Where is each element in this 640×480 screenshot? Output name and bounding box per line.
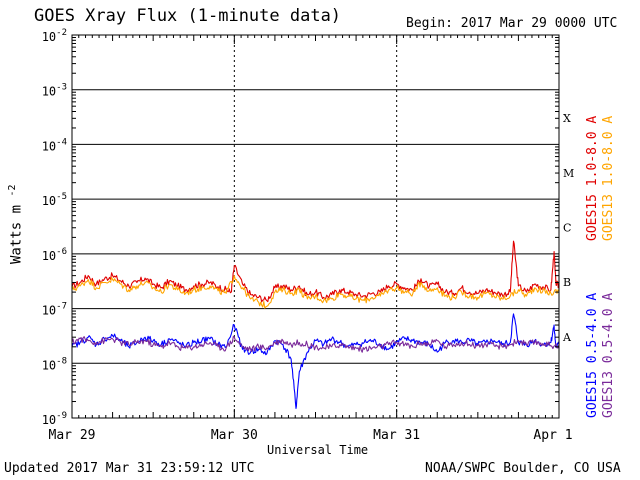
y-tick-base: 10 [42, 30, 56, 44]
y-tick-exponent: -7 [56, 302, 67, 312]
credit-text: NOAA/SWPC Boulder, CO USA [425, 461, 621, 476]
y-tick-label: 10-2 [42, 28, 67, 44]
flare-class-label: B [563, 276, 571, 289]
series-lines [71, 240, 560, 409]
y-tick-exponent: -5 [56, 192, 67, 202]
y-tick-exponent: -8 [56, 356, 67, 366]
series-line [71, 335, 560, 353]
y-tick-label: 10-3 [42, 83, 67, 99]
legend-item: GOES15 0.5-4.0 A [585, 292, 600, 418]
chart-title: GOES Xray Flux (1-minute data) [34, 6, 342, 26]
y-tick-base: 10 [42, 413, 56, 427]
flare-class-label: X [563, 112, 571, 125]
y-tick-label: 10-7 [42, 302, 67, 318]
x-tick-label: Mar 30 [211, 428, 258, 443]
series-line [71, 313, 560, 409]
updated-time: Updated 2017 Mar 31 23:59:12 UTC [4, 461, 255, 476]
begin-time: Begin: 2017 Mar 29 0000 UTC [406, 16, 618, 31]
y-tick-exponent: -3 [56, 83, 67, 93]
legend-item: GOES13 1.0-8.0 A [601, 115, 616, 241]
x-tick-label: Mar 29 [49, 428, 96, 443]
legend-item: GOES15 1.0-8.0 A [585, 115, 600, 241]
x-tick-label: Mar 31 [373, 428, 420, 443]
flare-class-label: C [563, 222, 571, 235]
y-axis-label-exponent: -2 [7, 184, 18, 197]
flare-class-label: A [562, 331, 572, 344]
y-axis-label: Watts m -2 [7, 184, 25, 265]
y-tick-base: 10 [42, 85, 56, 99]
x-axis-label: Universal Time [267, 443, 369, 457]
y-tick-label: 10-5 [42, 192, 67, 208]
flare-class-labels: A B C M X [562, 112, 574, 344]
x-tick-label: Apr 1 [533, 428, 572, 443]
y-tick-exponent: -2 [56, 28, 67, 38]
y-tick-label: 10-8 [42, 356, 67, 372]
y-tick-exponent: -9 [56, 411, 67, 421]
flare-class-label: M [563, 167, 574, 180]
grid [72, 35, 559, 418]
y-tick-base: 10 [42, 139, 56, 153]
y-tick-labels: 10-910-810-710-610-510-410-310-2 [42, 28, 67, 427]
y-tick-exponent: -6 [56, 247, 67, 257]
y-tick-base: 10 [42, 249, 56, 263]
plot-frame [71, 34, 560, 419]
series-line [71, 275, 560, 309]
legend-item: GOES13 0.5-4.0 A [601, 292, 616, 418]
y-tick-label: 10-4 [42, 137, 67, 153]
y-tick-base: 10 [42, 358, 56, 372]
y-tick-base: 10 [42, 304, 56, 318]
x-tick-labels: Mar 29 Mar 30 Mar 31 Apr 1 [49, 428, 573, 443]
y-tick-exponent: -4 [56, 137, 67, 147]
y-tick-base: 10 [42, 194, 56, 208]
y-tick-label: 10-9 [42, 411, 67, 427]
y-axis-label-text: Watts m [8, 204, 25, 264]
y-tick-label: 10-6 [42, 247, 67, 263]
axis-ticks [71, 35, 560, 418]
